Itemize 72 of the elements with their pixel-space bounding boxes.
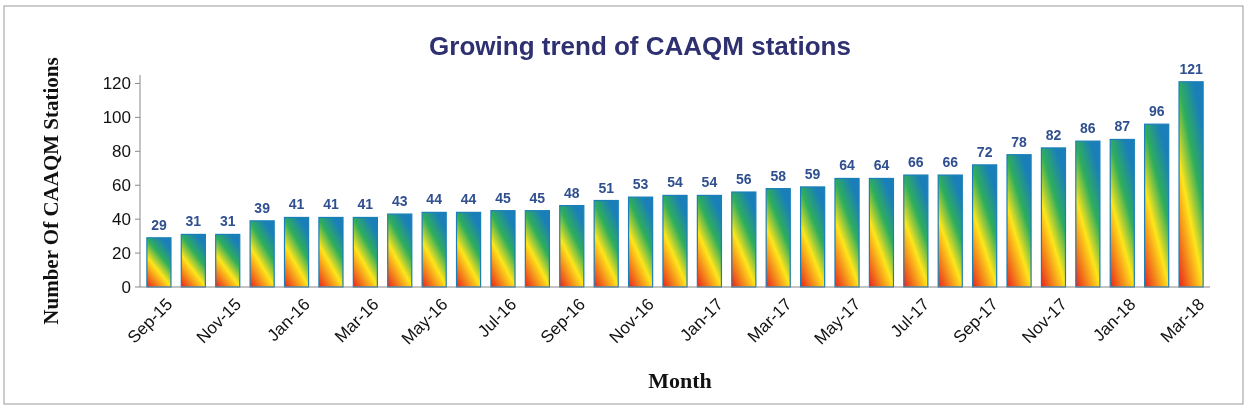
- bar: [1178, 81, 1204, 288]
- data-label: 58: [770, 167, 787, 184]
- bar: [662, 194, 688, 288]
- bar: [1006, 154, 1032, 288]
- y-tick-label: 60: [112, 176, 131, 196]
- y-tick-label: 80: [112, 142, 131, 162]
- bar: [834, 177, 860, 288]
- data-label: 41: [323, 196, 339, 213]
- data-label: 31: [185, 213, 202, 230]
- bar: [1144, 123, 1170, 288]
- bar: [352, 216, 378, 288]
- bar: [627, 196, 654, 288]
- bar: [593, 199, 619, 288]
- bar: [1040, 147, 1067, 288]
- bar: [903, 174, 929, 288]
- data-label: 43: [391, 193, 408, 210]
- data-label: 64: [873, 157, 890, 174]
- data-label: 72: [976, 143, 993, 160]
- bar: [972, 164, 998, 288]
- bar: [215, 233, 241, 288]
- y-tick-label: 40: [112, 210, 131, 230]
- data-label: 29: [151, 216, 167, 233]
- bar: [559, 204, 585, 288]
- data-label: 59: [804, 165, 821, 182]
- data-label: 44: [460, 191, 477, 208]
- data-label: 45: [529, 189, 546, 206]
- data-label: 39: [254, 199, 271, 216]
- bar: [455, 211, 482, 288]
- data-label: 66: [908, 154, 924, 171]
- bar: [180, 233, 206, 288]
- bar: [318, 216, 344, 288]
- bar: [524, 210, 551, 288]
- data-label: 45: [495, 189, 511, 206]
- data-label: 87: [1114, 118, 1131, 135]
- chart-title: Growing trend of CAAQM stations: [429, 31, 851, 61]
- data-label: 82: [1045, 126, 1062, 143]
- y-tick-label: 100: [102, 108, 131, 128]
- bar: [1075, 140, 1101, 288]
- data-label: 86: [1080, 120, 1096, 137]
- bar: [387, 213, 413, 288]
- bar: [696, 194, 723, 288]
- y-axis-title: Number Of CAAQM Stations: [39, 57, 63, 325]
- data-label: 96: [1148, 103, 1165, 120]
- data-label: 56: [736, 171, 752, 188]
- x-axis-title: Month: [648, 368, 712, 393]
- bar: [490, 210, 516, 288]
- data-label: 64: [839, 157, 856, 174]
- data-label: 41: [288, 196, 305, 213]
- bar: [1109, 138, 1135, 288]
- bar: [799, 186, 826, 288]
- data-label: 66: [942, 154, 959, 171]
- y-tick-label: 20: [112, 244, 131, 264]
- data-label: 54: [701, 174, 718, 191]
- data-label: 54: [667, 174, 683, 191]
- y-tick-label: 0: [121, 277, 131, 297]
- data-label: 31: [219, 213, 236, 230]
- bar: [765, 188, 791, 288]
- data-label: 48: [564, 184, 580, 201]
- data-label: 51: [598, 179, 615, 196]
- bar: [283, 216, 310, 288]
- bar: [249, 220, 275, 288]
- bar: [731, 191, 757, 288]
- data-label: 41: [357, 196, 374, 213]
- y-tick-label: 120: [102, 74, 131, 94]
- bar: [868, 177, 895, 288]
- data-label: 44: [426, 191, 443, 208]
- data-label: 78: [1011, 133, 1028, 150]
- bar: [146, 237, 172, 288]
- data-label: 121: [1179, 60, 1203, 77]
- bar: [937, 174, 963, 288]
- data-label: 53: [632, 176, 649, 193]
- bar: [421, 211, 447, 288]
